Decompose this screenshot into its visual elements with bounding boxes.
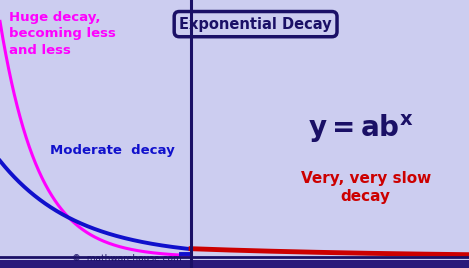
Text: Moderate  decay: Moderate decay bbox=[50, 144, 175, 157]
Text: Very, very slow
decay: Very, very slow decay bbox=[301, 171, 431, 204]
Text: ©  mathwarehouse.com: © mathwarehouse.com bbox=[72, 254, 182, 263]
Text: Exponential Decay: Exponential Decay bbox=[179, 17, 332, 32]
Text: $\bf{y= ab^x}$: $\bf{y= ab^x}$ bbox=[309, 113, 414, 145]
Bar bbox=[0, 260, 469, 268]
Text: Huge decay,
becoming less
and less: Huge decay, becoming less and less bbox=[9, 11, 116, 57]
